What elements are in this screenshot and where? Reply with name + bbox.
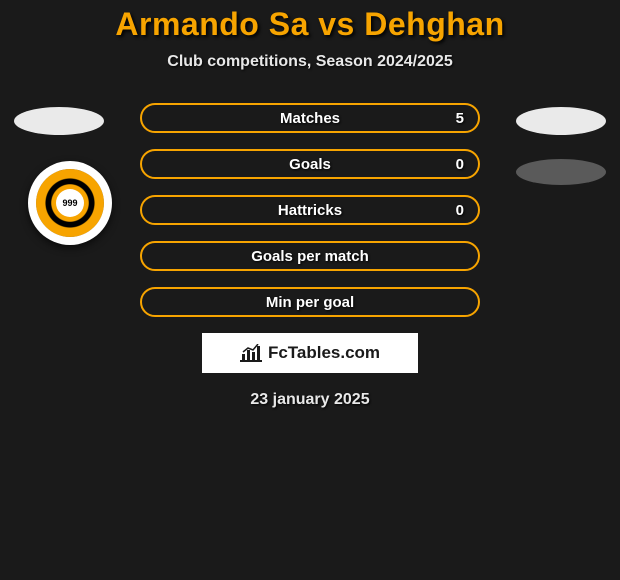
stat-label: Goals per match [251,248,369,265]
stat-value-right: 0 [456,156,464,173]
stat-label: Min per goal [266,294,354,311]
stat-row-goals: Goals 0 [140,149,480,179]
stat-label: Hattricks [278,202,342,219]
page-title: Armando Sa vs Dehghan [0,6,620,43]
infographic-container: Armando Sa vs Dehghan Club competitions,… [0,0,620,409]
subtitle: Club competitions, Season 2024/2025 [0,53,620,71]
watermark-text: FcTables.com [268,343,380,363]
stat-rows: Matches 5 Goals 0 Hattricks 0 Goals per … [140,103,480,317]
club-logo-ring: 999 [36,169,104,237]
stat-value-right: 5 [456,110,464,127]
stat-row-min-per-goal: Min per goal [140,287,480,317]
player-left-placeholder-1 [14,107,104,135]
title-player-left: Armando Sa [115,6,308,42]
title-player-right: Dehghan [364,6,504,42]
chart-icon [240,344,262,362]
stat-value-right: 0 [456,202,464,219]
stat-row-hattricks: Hattricks 0 [140,195,480,225]
club-logo-center-text: 999 [56,189,84,217]
stat-label: Matches [280,110,340,127]
stat-label: Goals [289,156,331,173]
stat-row-matches: Matches 5 [140,103,480,133]
player-right-placeholder-2 [516,159,606,185]
player-right-placeholder-1 [516,107,606,135]
title-vs: vs [309,6,364,42]
club-logo: 999 [28,161,112,245]
watermark: FcTables.com [202,333,418,373]
stat-row-goals-per-match: Goals per match [140,241,480,271]
stats-area: 999 Matches 5 Goals 0 Hattricks 0 Goals … [0,103,620,409]
date-text: 23 january 2025 [0,391,620,409]
